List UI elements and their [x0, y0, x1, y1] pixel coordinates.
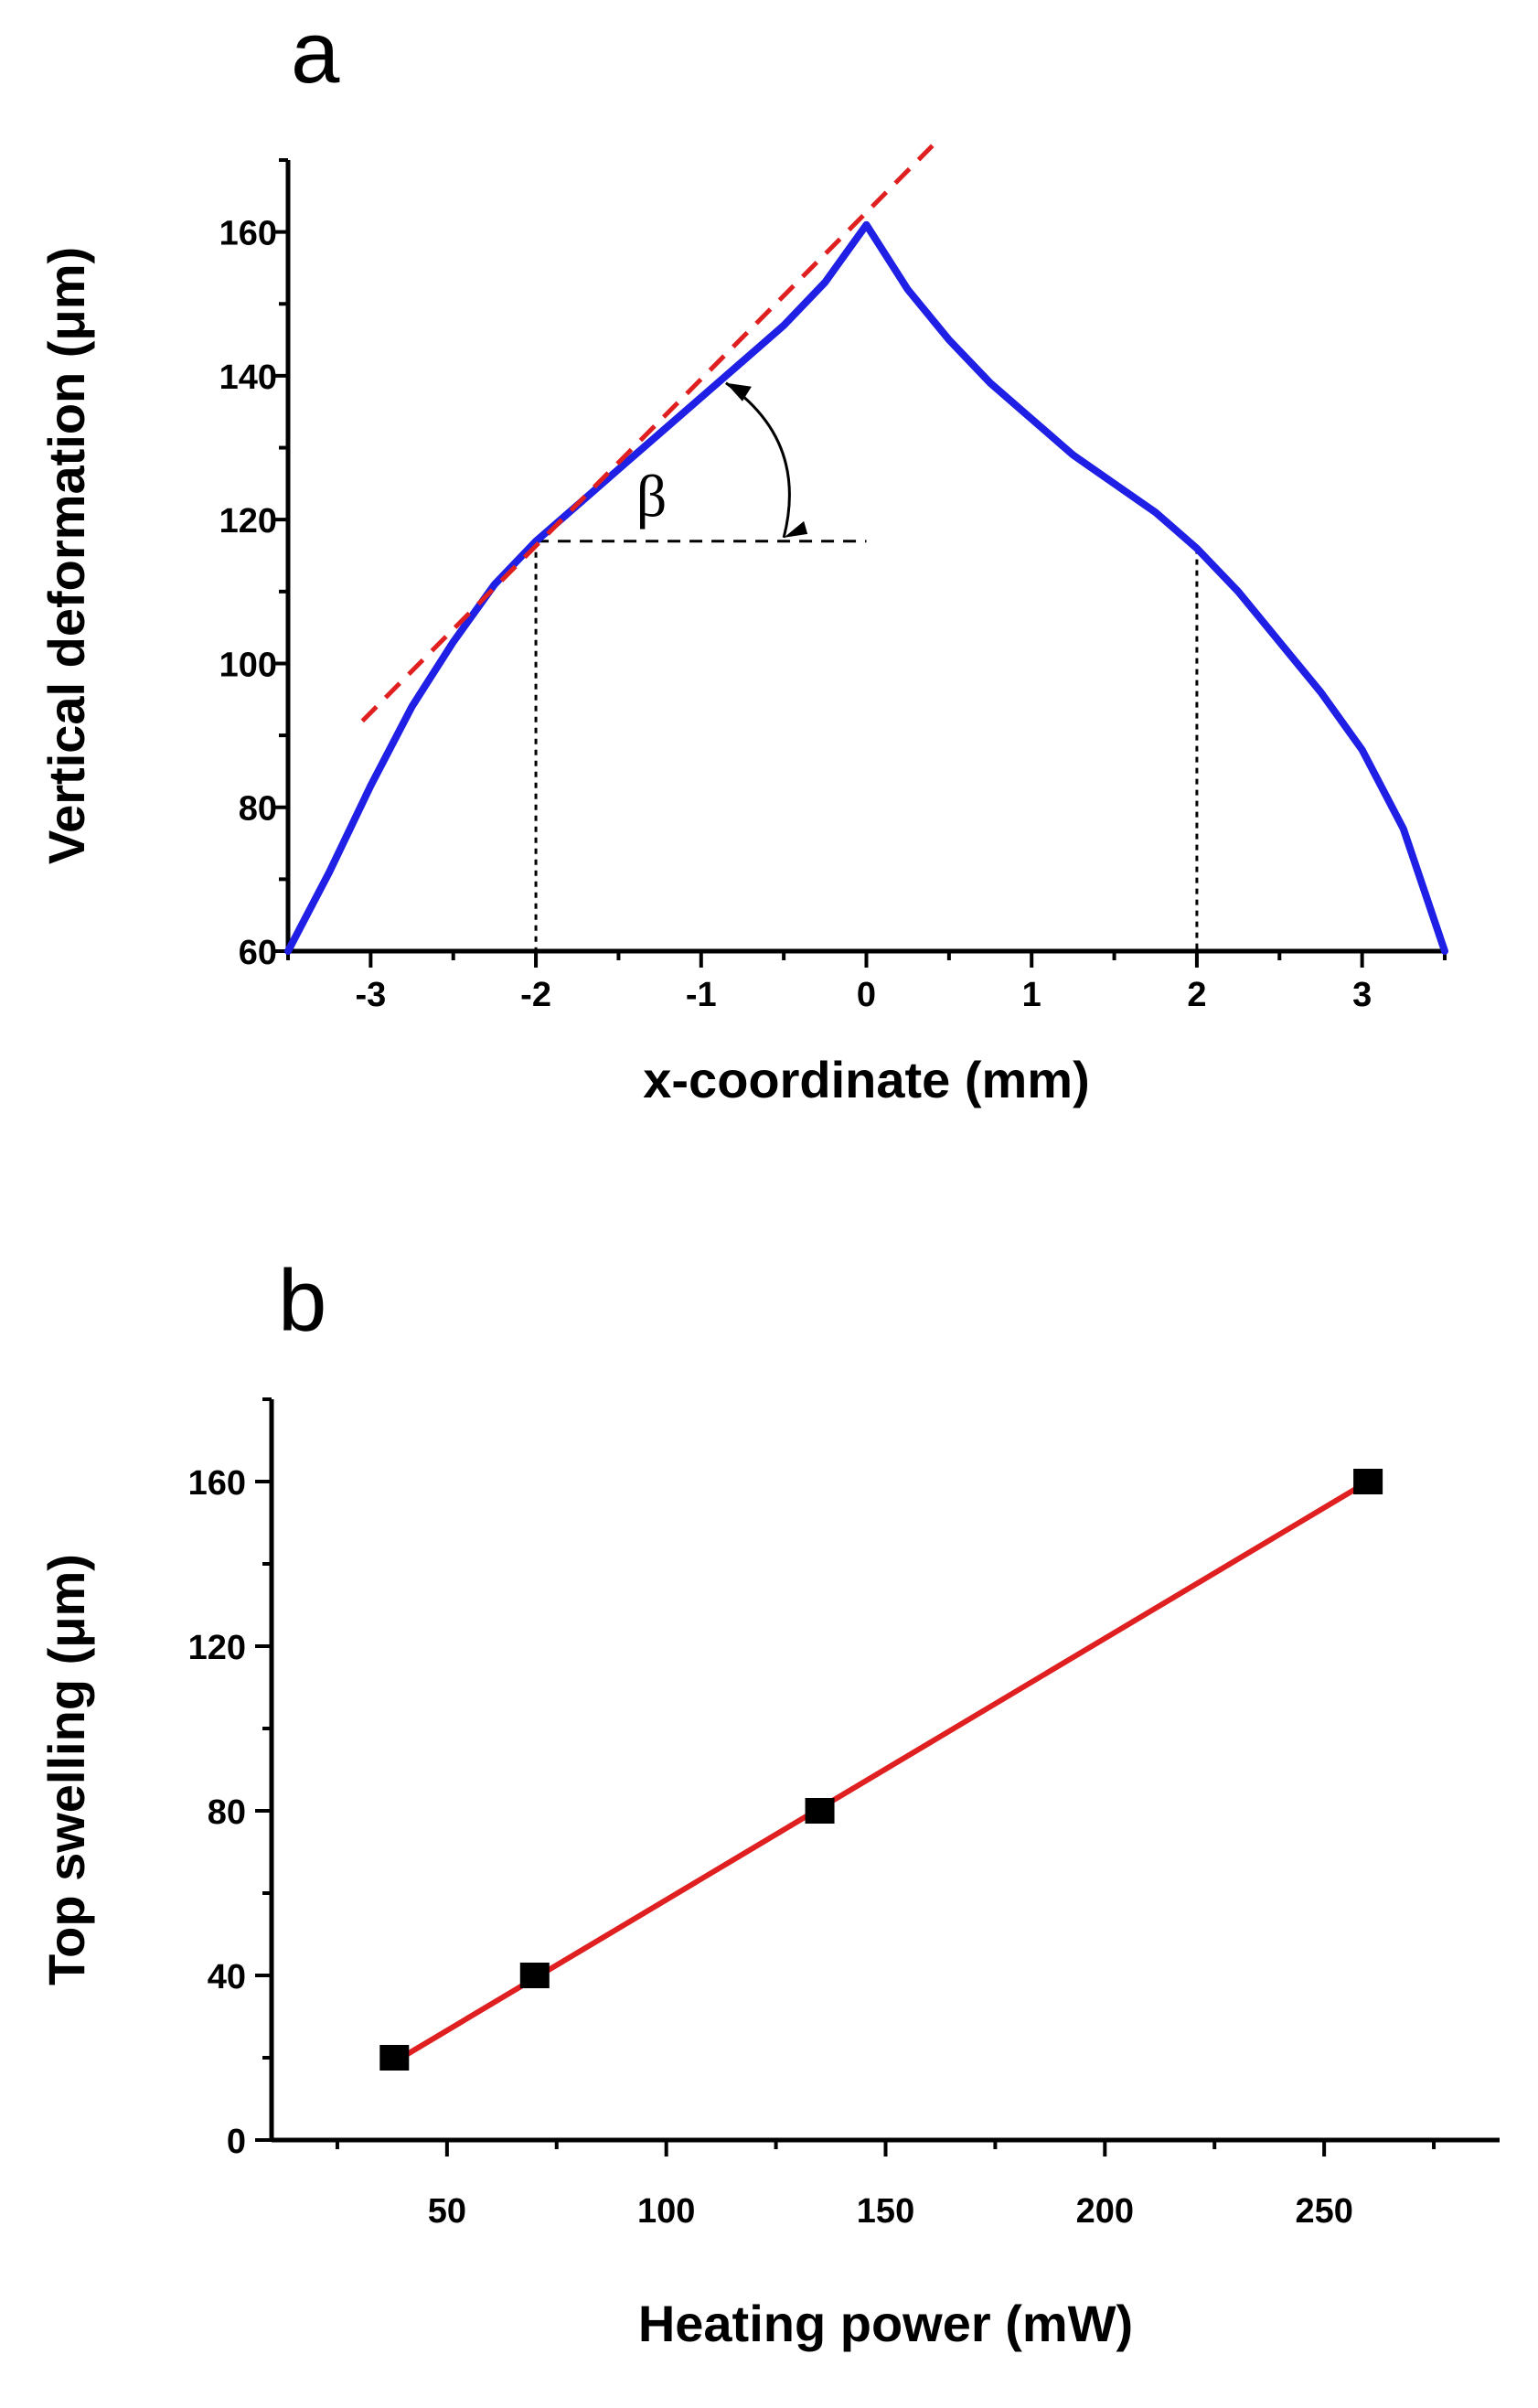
arc-arrowhead-top [725, 382, 752, 401]
x-tick-label: 50 [428, 2192, 466, 2231]
data-point [1353, 1469, 1383, 1494]
x-tick-label: -3 [355, 976, 386, 1014]
y-tick-label: 100 [219, 646, 277, 684]
angle-arc [725, 381, 791, 539]
x-tick-label: -2 [520, 976, 551, 1014]
x-tick-label: 3 [1352, 976, 1372, 1014]
y-tick-label: 40 [208, 1958, 246, 1996]
y-tick-label: 80 [208, 1793, 246, 1832]
chart-a: 60 80 100 120 140 160 -3 -2 -1 0 1 2 3 x-coordinate (… [37, 144, 1448, 1108]
x-axis-title: Heating power (mW) [638, 2295, 1133, 2352]
x-tick-label: -1 [686, 976, 717, 1014]
x-tick-label: 2 [1187, 976, 1206, 1014]
y-tick-label: 60 [239, 934, 277, 972]
x-tick-label: 1 [1022, 976, 1041, 1014]
beta-label: β [636, 463, 668, 530]
data-point [805, 1798, 835, 1824]
x-tick-label: 100 [637, 2192, 695, 2231]
fit-line [392, 1479, 1370, 2065]
y-tick-label: 80 [239, 790, 277, 829]
deformation-curve [284, 220, 1448, 955]
y-axis-title: Top swelling (μm) [37, 1554, 95, 1985]
arc-arrowhead-bottom [784, 520, 808, 538]
y-axis-title: Vertical deformation (μm) [37, 247, 95, 864]
x-axis-title: x-coordinate (mm) [643, 1051, 1090, 1108]
tangent-line [360, 144, 935, 723]
x-tick-label: 0 [857, 976, 876, 1014]
x-tick-label: 250 [1295, 2192, 1352, 2231]
y-tick-label: 120 [188, 1629, 246, 1667]
y-tick-label: 160 [219, 215, 277, 253]
y-tick-label: 120 [219, 502, 277, 540]
x-tick-label: 200 [1076, 2192, 1134, 2231]
data-point [519, 1963, 550, 1988]
y-tick-label: 0 [227, 2123, 246, 2161]
y-tick-label: 140 [219, 359, 277, 397]
chart-b: 0 40 80 120 160 50 100 150 200 250 Heating power (… [37, 1397, 1500, 2352]
panel-a-letter: a [291, 4, 340, 102]
x-tick-label: 150 [857, 2192, 914, 2231]
panel-b-letter: b [278, 1252, 326, 1350]
data-point [379, 2045, 410, 2071]
y-tick-label: 160 [188, 1464, 246, 1503]
